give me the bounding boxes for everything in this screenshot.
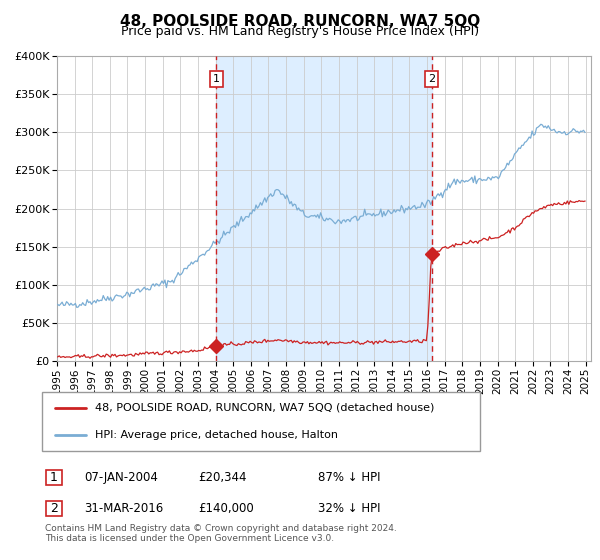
Text: 2: 2 <box>50 502 58 515</box>
Text: Price paid vs. HM Land Registry's House Price Index (HPI): Price paid vs. HM Land Registry's House … <box>121 25 479 38</box>
Text: Contains HM Land Registry data © Crown copyright and database right 2024.: Contains HM Land Registry data © Crown c… <box>45 524 397 533</box>
Text: 2: 2 <box>428 74 435 84</box>
Text: 31-MAR-2016: 31-MAR-2016 <box>84 502 163 515</box>
Text: This data is licensed under the Open Government Licence v3.0.: This data is licensed under the Open Gov… <box>45 534 334 543</box>
Text: £140,000: £140,000 <box>198 502 254 515</box>
Text: £20,344: £20,344 <box>198 470 247 484</box>
Bar <box>217 56 431 361</box>
Text: 48, POOLSIDE ROAD, RUNCORN, WA7 5QQ (detached house): 48, POOLSIDE ROAD, RUNCORN, WA7 5QQ (det… <box>95 403 434 413</box>
Text: 1: 1 <box>213 74 220 84</box>
Text: HPI: Average price, detached house, Halton: HPI: Average price, detached house, Halt… <box>95 430 338 440</box>
Text: 48, POOLSIDE ROAD, RUNCORN, WA7 5QQ: 48, POOLSIDE ROAD, RUNCORN, WA7 5QQ <box>120 14 480 29</box>
Text: 87% ↓ HPI: 87% ↓ HPI <box>318 470 380 484</box>
Text: 1: 1 <box>50 470 58 484</box>
Text: 32% ↓ HPI: 32% ↓ HPI <box>318 502 380 515</box>
Text: 07-JAN-2004: 07-JAN-2004 <box>84 470 158 484</box>
